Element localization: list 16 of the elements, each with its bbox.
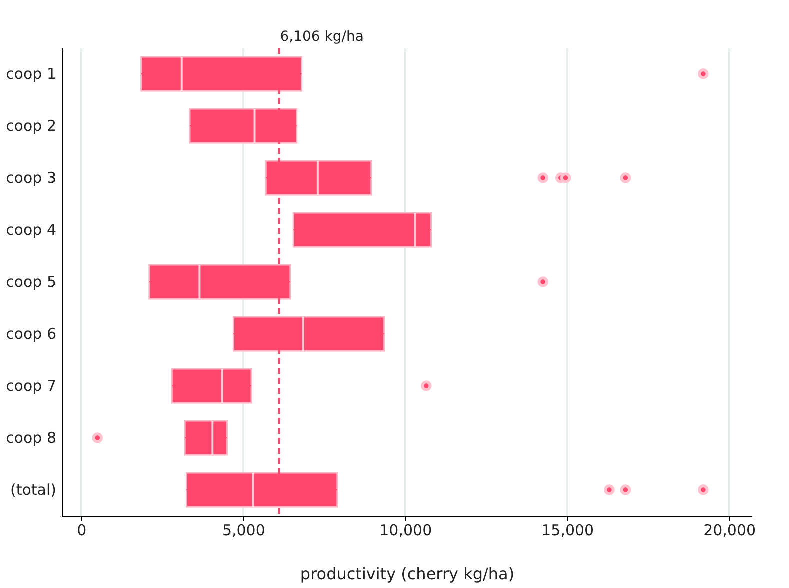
y-tick-label: coop 7: [6, 377, 56, 395]
y-tick-label: coop 5: [6, 273, 56, 291]
ref-line-label: 6,106 kg/ha: [280, 29, 364, 45]
y-tick-label: (total): [10, 481, 56, 499]
x-tick-label: 10,000: [380, 522, 432, 540]
y-tick-label: coop 2: [6, 117, 56, 135]
x-axis-title: productivity (cherry kg/ha): [300, 564, 515, 584]
x-tick-label: 0: [77, 522, 87, 540]
y-tick-label: coop 4: [6, 221, 56, 239]
y-tick-label: coop 6: [6, 325, 56, 343]
y-tick-label: coop 3: [6, 169, 56, 187]
x-tick-label: 20,000: [704, 522, 756, 540]
y-tick-label: coop 1: [6, 65, 56, 83]
y-tick-label: coop 8: [6, 429, 56, 447]
x-tick-label: 15,000: [542, 522, 594, 540]
x-tick-label: 5,000: [222, 522, 266, 540]
